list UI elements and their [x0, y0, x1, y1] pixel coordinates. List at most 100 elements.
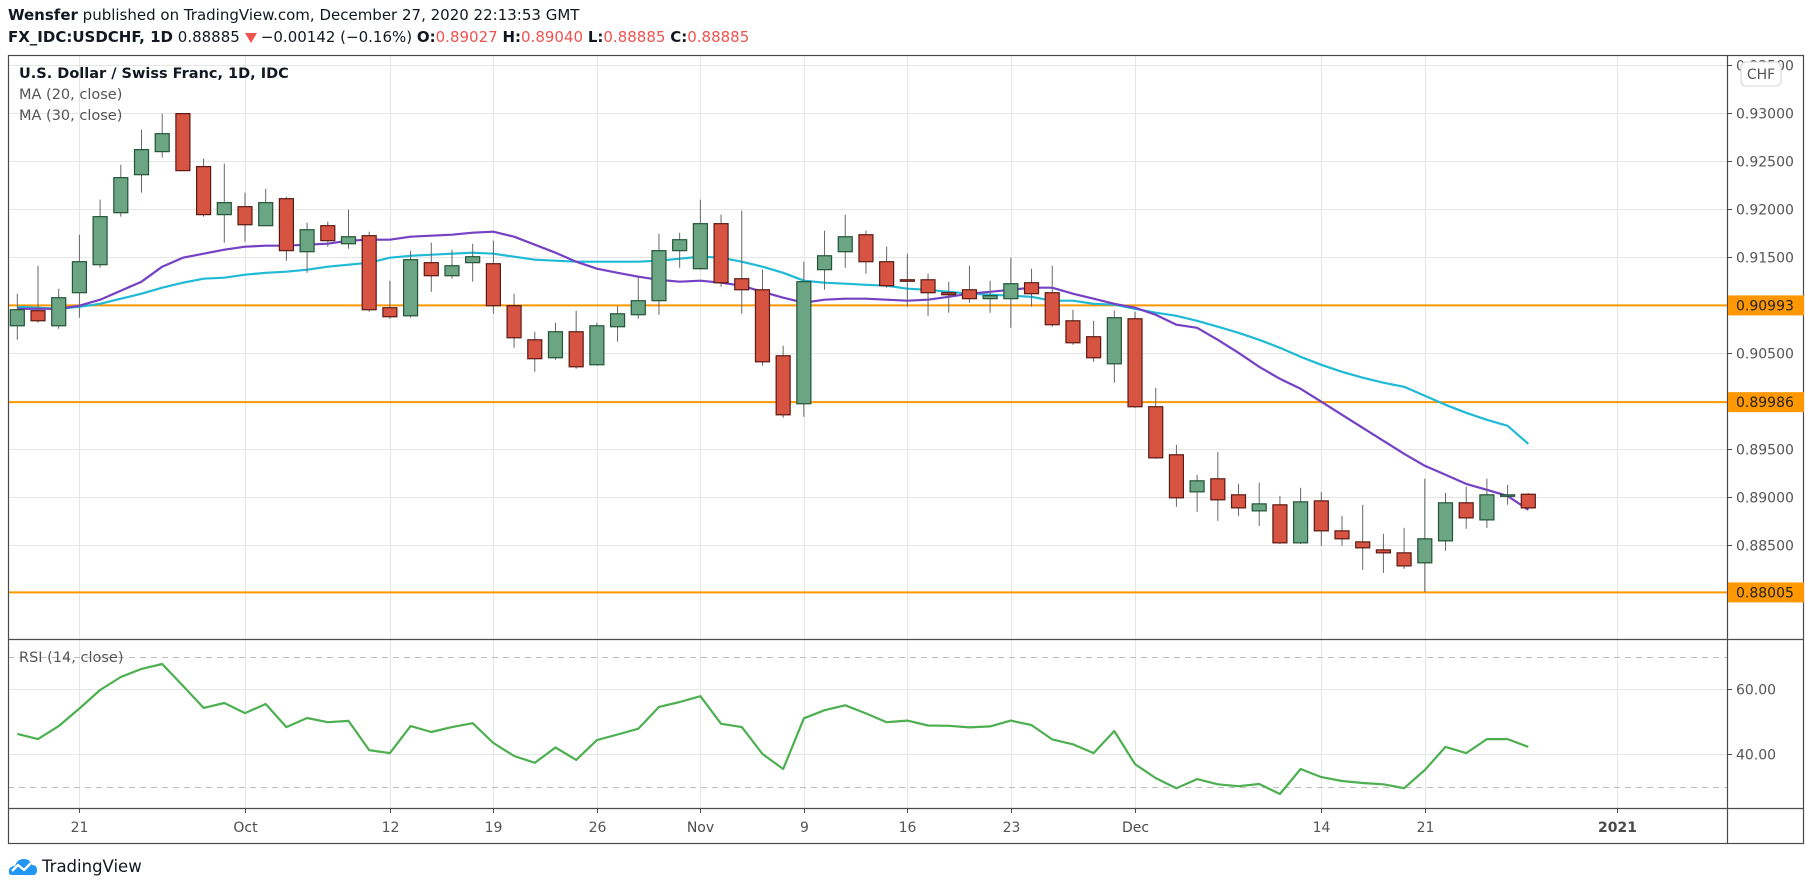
candle — [941, 281, 957, 313]
candle-body — [1458, 502, 1474, 519]
candle — [340, 209, 357, 249]
candle-body — [195, 166, 212, 216]
candle — [1437, 492, 1454, 551]
candle-body — [1127, 318, 1143, 408]
candle — [1520, 493, 1536, 509]
candle-body — [1023, 282, 1040, 295]
publish-info: Wensfer published on TradingView.com, De… — [8, 6, 579, 24]
price-line-badge — [1728, 392, 1804, 413]
candle — [133, 129, 150, 193]
rsi-axis[interactable]: 60.00 40.00 — [1727, 683, 1776, 764]
candle-body — [1293, 501, 1309, 544]
price-label: 0.92000 — [1736, 203, 1794, 219]
candle-body — [1355, 541, 1371, 549]
candle-body — [1230, 494, 1247, 509]
candle — [1458, 486, 1474, 529]
published-text: published on TradingView.com, December 2… — [82, 6, 580, 24]
candle — [796, 261, 812, 417]
candle — [1251, 482, 1267, 526]
last-price: 0.88885 — [177, 28, 240, 46]
time-label: 12 — [382, 820, 400, 836]
ma30-series — [17, 251, 1530, 445]
candle — [858, 230, 874, 274]
price-line-badge — [1728, 295, 1804, 316]
time-label: Nov — [687, 820, 714, 836]
candle — [485, 240, 501, 314]
price-line-label: 0.89986 — [1736, 395, 1794, 411]
candle — [837, 214, 853, 268]
horizontal-lines[interactable] — [8, 304, 1727, 594]
candle — [920, 273, 936, 316]
time-label: 9 — [800, 820, 809, 836]
candle — [754, 269, 771, 366]
candle-body — [402, 259, 419, 317]
high-value: 0.89040 — [521, 28, 584, 46]
time-label: 2021 — [1598, 820, 1637, 836]
open-label: O: — [416, 28, 436, 46]
candle — [672, 232, 688, 268]
candle-body — [713, 223, 729, 284]
candle-body — [382, 307, 398, 318]
candle — [609, 305, 626, 342]
candle — [1499, 484, 1516, 505]
tradingview-cloud-icon — [8, 859, 38, 875]
candle — [195, 158, 212, 217]
time-label: 26 — [589, 820, 607, 836]
rsi-label: 60.00 — [1736, 683, 1776, 699]
candle — [1293, 487, 1309, 544]
rsi-legend[interactable]: RSI (14, close) — [19, 650, 124, 666]
high-label: H: — [502, 28, 522, 46]
candle — [258, 188, 274, 227]
candle-body — [216, 202, 232, 216]
candle-body — [299, 229, 315, 253]
candle-body — [568, 331, 584, 368]
candle — [1065, 309, 1081, 345]
price-axis[interactable]: 0.935000.930000.925000.920000.915000.905… — [1727, 59, 1804, 603]
candle-body — [1168, 454, 1185, 499]
time-label: Dec — [1122, 820, 1149, 836]
candle-body — [444, 265, 460, 277]
time-label: 23 — [1003, 820, 1021, 836]
candle-body — [982, 295, 998, 300]
candle-body — [51, 297, 67, 327]
candle-body — [1417, 538, 1433, 564]
ma20-line — [17, 230, 1529, 511]
tradingview-logo[interactable]: TradingView — [8, 855, 142, 877]
currency-badge[interactable]: CHF — [1740, 61, 1782, 87]
candle — [547, 322, 564, 360]
ma30-legend[interactable]: MA (30, close) — [19, 108, 123, 124]
price-label: 0.91500 — [1736, 251, 1794, 267]
candle — [568, 310, 584, 369]
price-line-label: 0.88005 — [1736, 585, 1794, 601]
ma20-legend[interactable]: MA (20, close) — [19, 87, 123, 103]
down-triangle-icon — [244, 32, 257, 43]
candle-body — [320, 225, 336, 242]
price-line-badge — [1728, 582, 1804, 603]
candle — [1023, 268, 1040, 307]
time-axis[interactable]: 21 Oct 12 19 26 Nov 9 16 23 Dec 14 21 2021 — [71, 808, 1637, 836]
candle-body — [237, 206, 253, 226]
candle — [816, 230, 833, 290]
candle-body — [465, 256, 481, 264]
currency-label: CHF — [1747, 67, 1775, 83]
candle — [1168, 444, 1185, 507]
candle-body — [1106, 317, 1122, 365]
candle — [506, 293, 522, 348]
close-value: 0.88885 — [687, 28, 750, 46]
candle — [713, 214, 729, 287]
candle — [71, 234, 88, 318]
author-name[interactable]: Wensfer — [8, 6, 78, 24]
candle-body — [837, 236, 853, 253]
grid-lines — [8, 55, 1727, 808]
candle-body — [1520, 493, 1536, 509]
candle — [1148, 387, 1164, 459]
candle-body — [1375, 549, 1392, 554]
candle — [237, 192, 253, 242]
candle-body — [1396, 552, 1412, 567]
candle — [589, 322, 605, 366]
candle-body — [1003, 283, 1019, 300]
candle-body — [1086, 336, 1102, 359]
ma20-series — [17, 230, 1529, 511]
candle-body — [1334, 530, 1350, 540]
